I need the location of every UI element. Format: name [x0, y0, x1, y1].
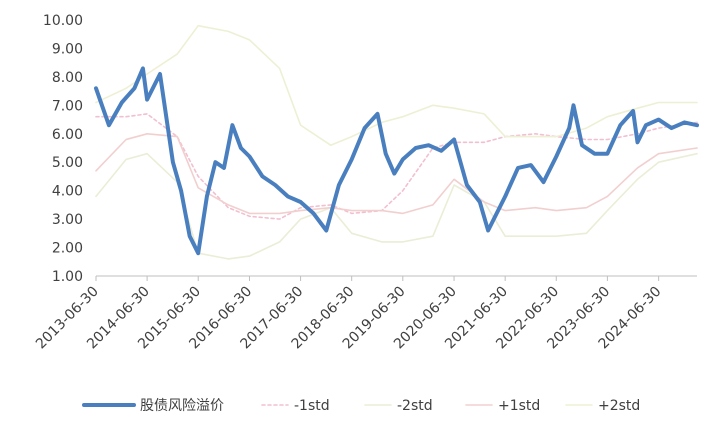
legend: 股债风险溢价 -1std -2std +1std +2std [82, 398, 640, 414]
series-line-1std [95, 113, 698, 220]
y-tick-label: 2.00 [52, 241, 83, 257]
series-line-main [94, 66, 699, 256]
legend-label: -2std [397, 398, 433, 414]
legend-label: +1std [498, 398, 540, 414]
y-tick-label: 3.00 [52, 212, 83, 228]
legend-label: +2std [598, 398, 640, 414]
y-tick-label: 1.00 [52, 269, 83, 285]
series-line-2std [95, 152, 698, 260]
y-tick-label: 4.00 [52, 184, 83, 200]
x-axis-tick-labels: 2013-06-302014-06-302015-06-302016-06-30… [33, 284, 664, 353]
series-layer [94, 24, 699, 260]
y-tick-label: 5.00 [52, 155, 83, 171]
series-line-2std [95, 24, 698, 146]
y-tick-label: 10.00 [43, 13, 83, 29]
legend-label: 股债风险溢价 [140, 398, 224, 414]
y-tick-label: 6.00 [52, 127, 83, 143]
y-tick-label: 9.00 [52, 41, 83, 57]
y-axis-tick-labels: 1.00 2.00 3.00 4.00 5.00 6.00 7.00 8.00 9.00 10.0… [43, 13, 83, 285]
series-line-1std [95, 133, 698, 215]
legend-label: -1std [294, 398, 330, 414]
y-tick-label: 7.00 [52, 98, 83, 114]
x-axis-ticks [95, 276, 660, 281]
y-tick-label: 8.00 [52, 70, 83, 86]
